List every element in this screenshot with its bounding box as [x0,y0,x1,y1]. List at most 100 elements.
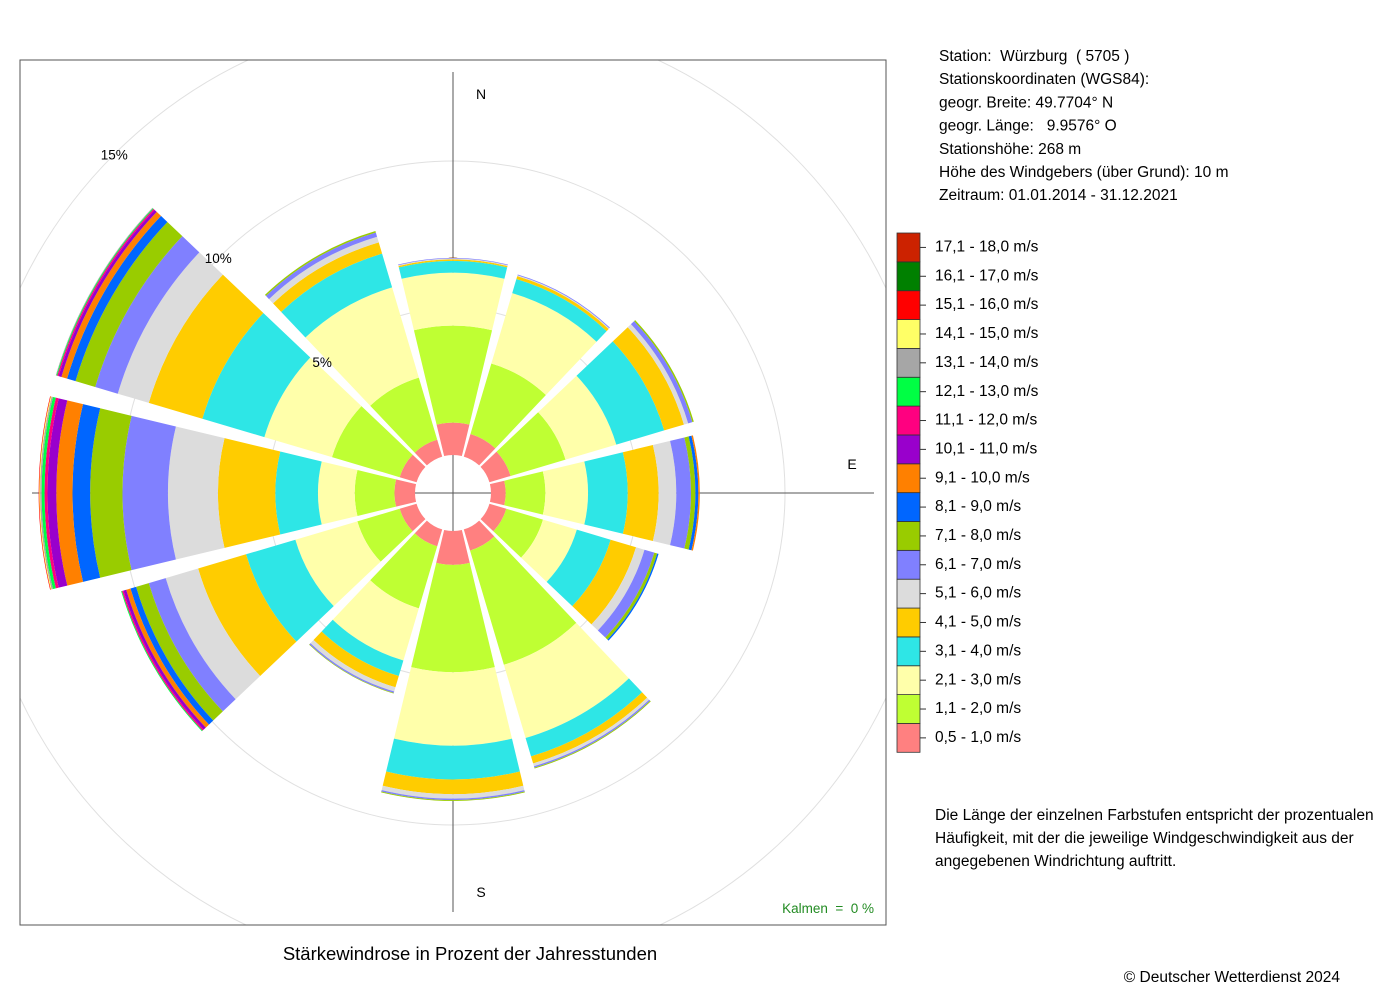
rose-segment [331,406,413,478]
rose-segment [394,667,512,746]
direction-label: E [847,456,856,472]
rose-segment [275,451,322,535]
rose-segment [504,471,546,515]
rose-segment [512,278,607,342]
rose-segment [572,539,637,625]
rose-segment [414,520,443,547]
direction-label: N [476,86,486,102]
rose-segment [246,539,334,642]
rose-segment [538,375,617,460]
rose-segment [516,276,609,332]
rose-segment [542,461,589,525]
rose-segment [630,321,693,424]
note-text: Die Länge der einzelnen Farbstufen entsp… [935,807,1374,824]
rose-segment [198,554,297,676]
rose-segment [436,422,470,457]
legend-label: 14,1 - 15,0 m/s [935,325,1039,342]
rose-segment [688,435,699,551]
rose-segment [130,586,214,725]
legend-swatch [896,434,921,465]
rose-segment [126,588,209,728]
legend-swatch [896,578,921,609]
legend-swatch [896,607,921,638]
rose-segment [612,327,684,431]
rose-segment [414,439,443,466]
plot-frame [19,59,887,926]
rose-segment [56,400,84,586]
rose-segment [38,396,51,590]
rose-segment [370,377,438,453]
rose-segment [584,452,628,534]
legend-swatch [896,694,921,724]
rose-segment [357,508,413,562]
legend-label: 10,1 - 11,0 m/s [935,440,1037,457]
rose-segment [168,426,225,560]
rose-segment [480,503,507,532]
rose-segment [386,738,520,780]
rose-segment [305,287,419,406]
rose-segment [491,293,597,396]
rose-segment [399,454,426,483]
legend-label: 7,1 - 8,0 m/s [935,527,1021,544]
rose-segment [72,404,101,582]
rose-segment [95,236,200,394]
legend-label: 17,1 - 18,0 m/s [935,239,1039,256]
legend-swatch [896,723,921,753]
rose-segment [652,440,677,546]
rose-segment [398,259,508,268]
rose-segment [398,260,508,279]
rose-segment [273,242,383,312]
legend-swatch [896,232,921,263]
legend-swatch [896,376,921,407]
rose-segment [381,785,525,799]
rose-segment [398,258,508,266]
direction-label: S [476,884,485,900]
rose-segment [47,398,68,588]
legend-swatch [896,347,921,378]
r-tick-label: 10% [205,251,232,266]
rose-segment [496,412,566,476]
legend-swatch [896,492,921,522]
r-tick-label: 15% [101,147,128,162]
rose-segment [470,536,577,665]
rose-segment [313,631,399,688]
legend-swatch [896,405,921,436]
legend-label: 12,1 - 13,0 m/s [935,383,1039,400]
rose-segment [463,434,496,466]
station-info: Stationskoordinaten (WGS84): [939,71,1149,88]
legend-label: 2,1 - 3,0 m/s [935,671,1021,688]
r-tick-label: 5% [312,355,332,370]
rose-segment [117,252,223,403]
legend-swatch [896,521,921,551]
legend-label: 11,1 - 12,0 m/s [935,412,1037,429]
rose-segment [295,521,381,607]
legend-label: 8,1 - 9,0 m/s [935,498,1021,515]
rose-segment [381,791,525,801]
legend-swatch [896,290,921,320]
station-info: Höhe des Windgebers (über Grund): 10 m [939,164,1228,181]
rose-segment [61,211,161,379]
rose-segment [148,274,264,419]
legend-swatch [896,665,921,696]
rose-segment [67,215,168,382]
rose-segment [122,415,176,571]
rose-segment [354,470,397,516]
rose-segment [521,519,577,582]
note-text: Häufigkeit, mit der die jeweilige Windge… [935,830,1354,847]
rose-segment [370,533,438,609]
rose-segment [39,396,52,590]
rose-segment [503,622,629,739]
legend-label: 1,1 - 2,0 m/s [935,700,1021,717]
rose-segment [268,236,379,304]
rose-segment [436,529,470,565]
station-info: geogr. Länge: 9.9576° O [939,118,1117,135]
rose-segment [382,771,524,795]
legend-swatch [896,319,921,349]
rose-segment [264,357,362,458]
rose-segment [627,324,689,425]
rose-segment [401,272,505,331]
rose-segment [413,325,493,425]
station-info: Station: Würzburg ( 5705 ) [939,48,1129,65]
